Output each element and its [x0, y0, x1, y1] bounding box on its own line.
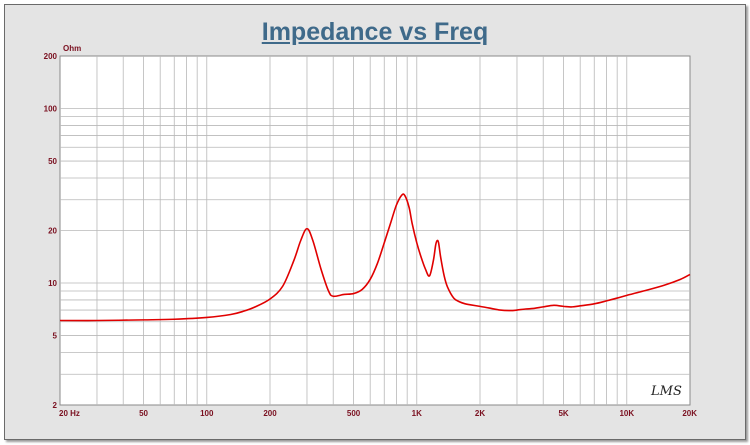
y-tick-label: 50	[48, 157, 57, 166]
x-tick-label: 50	[139, 409, 148, 418]
x-tick-label: 2K	[475, 409, 485, 418]
x-tick-label: 5K	[558, 409, 568, 418]
x-tick-label: 1K	[412, 409, 422, 418]
y-tick-label: 100	[44, 105, 58, 114]
y-axis-labels: 2 5 10 20 50 100 200	[44, 52, 58, 410]
lms-watermark: LMS	[650, 384, 682, 399]
y-tick-label: 20	[48, 227, 57, 236]
chart-title: Impedance vs Freq	[261, 18, 489, 46]
x-tick-label: 500	[347, 409, 361, 418]
y-tick-label: 2	[53, 401, 58, 410]
x-axis-labels: 20 Hz 50 100 200 500 1K 2K 5K 10K 20K	[59, 409, 697, 418]
y-tick-label: 5	[53, 332, 58, 341]
grid	[60, 56, 690, 405]
impedance-curve	[59, 193, 691, 322]
y-tick-label: 10	[48, 279, 57, 288]
x-tick-label: 10K	[619, 409, 634, 418]
x-tick-label: 200	[263, 409, 277, 418]
y-unit-label: Ohm	[63, 44, 81, 53]
x-tick-label: 100	[200, 409, 214, 418]
x-tick-label: 20 Hz	[59, 409, 80, 418]
x-tick-label: 20K	[682, 409, 697, 418]
y-tick-label: 200	[44, 52, 58, 61]
